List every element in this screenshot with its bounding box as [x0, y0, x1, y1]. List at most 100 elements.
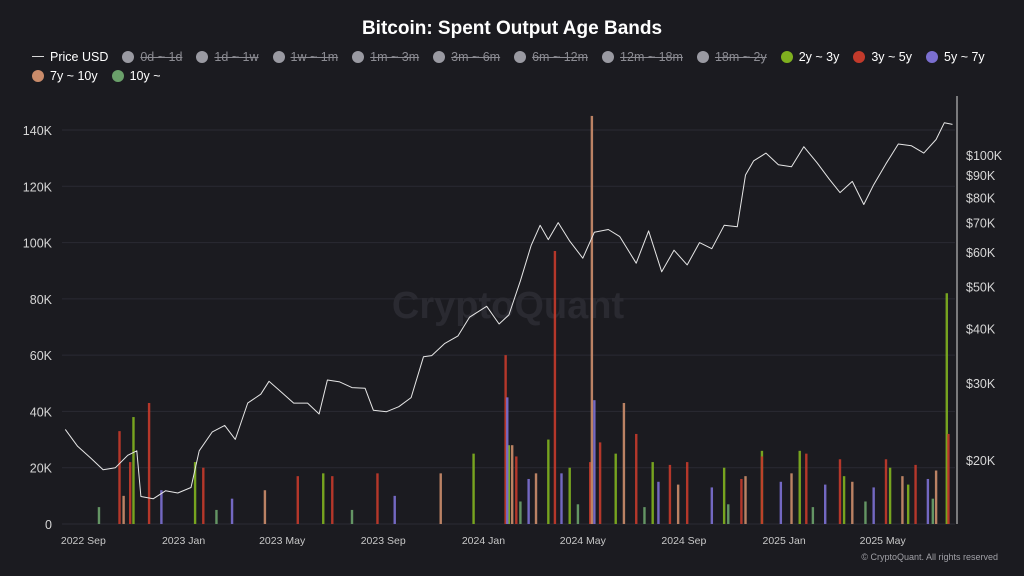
legend-label: 7y ~ 10y [50, 68, 98, 83]
legend-item-2y-3y[interactable]: 2y ~ 3y [780, 48, 840, 65]
spent-bar [901, 476, 904, 524]
spent-bar [202, 467, 205, 524]
spent-bar [926, 478, 930, 524]
spent-bar [507, 445, 511, 524]
spent-bar [779, 481, 783, 524]
spent-bar [598, 442, 602, 524]
spent-bar [727, 504, 730, 524]
x-tick-label: 2025 Jan [763, 535, 806, 547]
spent-bar [668, 464, 672, 524]
series-7y-10y [122, 115, 938, 524]
legend-swatch [272, 50, 285, 63]
spent-bar [884, 459, 888, 524]
y-left-tick-label: 120K [23, 180, 53, 194]
legend-swatch [514, 50, 527, 63]
legend-item-12m-18m[interactable]: 12m ~ 18m [602, 48, 683, 65]
legend-item-7y-10y[interactable]: 7y ~ 10y [32, 67, 98, 84]
spent-bar [350, 509, 354, 524]
spent-bar [472, 453, 475, 524]
series-2y-3y [132, 293, 948, 524]
x-tick-label: 2024 Sep [661, 535, 706, 547]
spent-bar [888, 467, 892, 524]
spent-bar [622, 402, 626, 524]
x-tick-label: 2023 May [259, 535, 306, 547]
legend-label: 3y ~ 5y [871, 49, 913, 64]
spent-bar [547, 439, 550, 524]
price-line-layer [64, 122, 953, 500]
spent-bar [947, 433, 950, 524]
spent-bar [651, 462, 654, 524]
legend-item-0d-1d[interactable]: 0d ~ 1d [122, 48, 182, 65]
spent-bar [934, 470, 938, 524]
spent-bar [515, 456, 518, 524]
spent-bar [568, 467, 571, 524]
series-3y-5y [118, 251, 950, 524]
y-right-tick-label: $100K [966, 149, 1003, 163]
legend-item-10y[interactable]: 10y ~ [111, 67, 161, 84]
spent-bar [393, 495, 396, 524]
legend-swatch [602, 50, 615, 63]
spent-bar [534, 473, 538, 524]
spent-bar [798, 450, 801, 524]
spent-bar [811, 507, 815, 524]
spent-bar [685, 462, 689, 524]
spent-bar [931, 498, 935, 524]
spent-bar [331, 476, 334, 524]
spent-bar [823, 484, 827, 524]
spent-bar [842, 476, 846, 524]
x-tick-label: 2023 Jan [162, 535, 205, 547]
y-right-tick-label: $90K [966, 169, 996, 183]
legend-item-1d-1w[interactable]: 1d ~ 1w [196, 48, 259, 65]
spent-bar [838, 459, 842, 524]
axis-layer: 0 20K 40K 60K 80K 100K 120K 140K $20K $30K $40K $50… [23, 96, 1003, 547]
spent-bar [589, 462, 592, 524]
legend-item-1w-1m[interactable]: 1w ~ 1m [272, 48, 339, 65]
spent-bar [740, 478, 743, 524]
spent-bar [614, 453, 617, 524]
spent-bar [744, 476, 747, 524]
spent-bar [376, 473, 379, 524]
legend-label: 1w ~ 1m [290, 49, 339, 64]
x-tick-label: 2024 May [560, 535, 607, 547]
spent-bar [215, 509, 218, 524]
spent-bar [864, 501, 867, 524]
spent-bar [790, 473, 793, 524]
spent-bar [118, 431, 121, 524]
spent-bar [160, 490, 163, 524]
y-right-tick-label: $60K [966, 246, 996, 260]
legend-swatch [122, 50, 135, 63]
legend: Price USD 0d ~ 1d 1d ~ 1w 1w ~ 1m 1m ~ 3m 3m … [32, 48, 1007, 84]
spent-bar [296, 476, 299, 524]
x-tick-label: 2024 Jan [462, 535, 505, 547]
legend-item-5y-7y[interactable]: 5y ~ 7y [926, 48, 985, 65]
spent-bar [553, 251, 557, 524]
x-tick-label: 2022 Sep [61, 535, 106, 547]
legend-item-18m-2y[interactable]: 18m ~ 2y [696, 48, 767, 65]
spent-bar [593, 400, 596, 524]
legend-item-6m-12m[interactable]: 6m ~ 12m [514, 48, 588, 65]
y-left-tick-label: 100K [23, 237, 53, 251]
y-left-tick-label: 60K [30, 349, 53, 363]
legend-label: 3m ~ 6m [451, 49, 501, 64]
price-line [64, 122, 953, 500]
y-right-tick-label: $20K [966, 454, 996, 468]
spent-bar [510, 445, 514, 524]
series-10y [97, 498, 935, 524]
legend-item-1m-3m[interactable]: 1m ~ 3m [352, 48, 419, 65]
spent-bar [439, 473, 442, 524]
legend-swatch [352, 50, 365, 63]
spent-bar [906, 484, 910, 524]
y-right-tick-label: $80K [966, 191, 996, 205]
legend-item-3y-5y[interactable]: 3y ~ 5y [853, 48, 912, 65]
legend-item-3m-6m[interactable]: 3m ~ 6m [433, 48, 500, 65]
legend-label: 1d ~ 1w [214, 49, 259, 64]
legend-label: 12m ~ 18m [620, 49, 683, 64]
watermark-text: CryptoQuant [392, 285, 625, 327]
legend-label: 5y ~ 7y [944, 49, 985, 64]
legend-label: 0d ~ 1d [140, 49, 183, 64]
legend-swatch [196, 50, 209, 63]
legend-label: 2y ~ 3y [798, 49, 840, 64]
legend-item-price-usd[interactable]: Price USD [32, 48, 108, 65]
spent-bar [519, 501, 522, 524]
